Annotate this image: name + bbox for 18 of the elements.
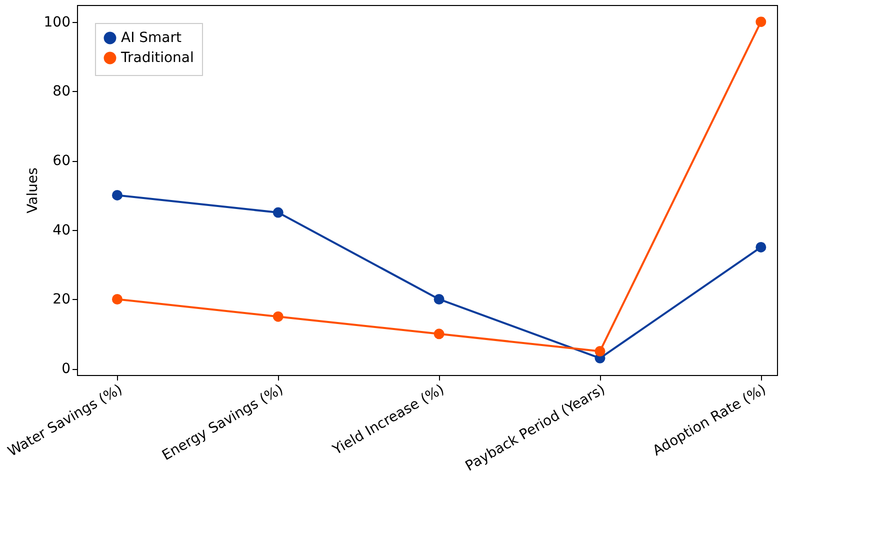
- point: [594, 346, 606, 356]
- point: [112, 294, 122, 304]
- legend-label: Traditional: [120, 50, 194, 66]
- point: [272, 207, 284, 218]
- point: [272, 311, 284, 322]
- point: [756, 242, 766, 252]
- y-tick-label: 100: [44, 14, 70, 30]
- legend-label: AI Smart: [121, 30, 182, 46]
- y-tick-label: 20: [52, 292, 70, 308]
- y-tick-label: 60: [52, 153, 70, 170]
- point: [434, 328, 444, 340]
- y-tick-label: 40: [52, 222, 70, 238]
- point: [756, 16, 766, 28]
- y-axis-title: Values: [24, 168, 41, 214]
- y-tick-label: 80: [52, 84, 70, 100]
- point: [434, 294, 444, 304]
- y-tick-label: 0: [62, 361, 70, 378]
- point: [112, 190, 122, 200]
